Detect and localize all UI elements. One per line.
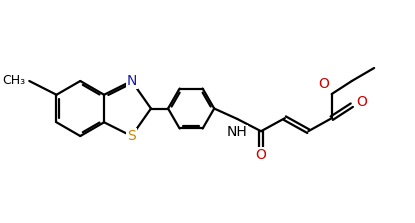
- Text: O: O: [356, 95, 368, 109]
- Text: O: O: [318, 77, 329, 91]
- Text: NH: NH: [227, 125, 248, 139]
- Text: N: N: [127, 74, 137, 88]
- Text: S: S: [127, 129, 136, 143]
- Text: CH₃: CH₃: [2, 74, 26, 87]
- Text: O: O: [256, 148, 266, 162]
